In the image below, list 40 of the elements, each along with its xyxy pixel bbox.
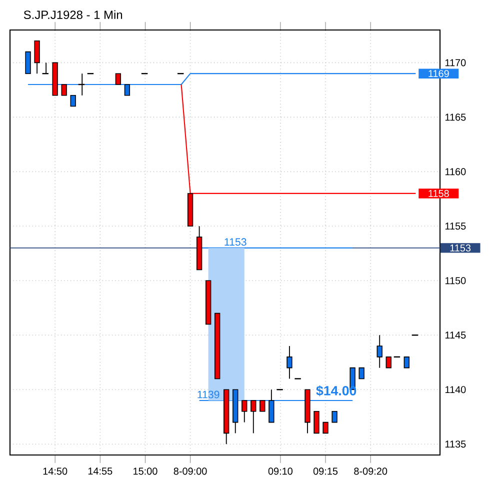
candlestick [268,389,274,423]
x-tick-label: 09:15 [313,468,338,475]
candlestick [260,400,266,412]
candlestick [61,84,67,96]
candlestick [376,334,382,368]
candlestick [314,411,320,434]
y-tick-label: 1145 [445,332,466,339]
data-label: 1169 [428,70,449,78]
x-tick-label: 09:10 [268,468,293,475]
x-tick-label: 15:00 [134,468,158,475]
x-tick-label: 8-09:20 [354,468,388,475]
x-tick-label: 14:55 [88,468,112,475]
candlestick [358,367,364,380]
candlestick [250,400,256,434]
candlestick [286,346,292,380]
data-label: 1158 [428,190,449,197]
candlestick [34,40,40,74]
candlestick [386,356,392,368]
candlestick [404,356,410,368]
data-label: 1153 [224,238,246,246]
y-tick-label: 1170 [445,59,466,66]
ref-line-label: 1153 [450,244,471,252]
y-tick-label: 1160 [445,168,466,176]
candlestick [70,94,76,107]
data-label: 1139 [198,390,220,398]
y-tick-label: 1135 [445,440,466,448]
annotation: $14.00 [316,385,356,396]
candlestick [322,422,328,434]
candlestick [124,84,130,96]
y-tick-label: 1150 [445,277,466,284]
candlestick [332,411,338,423]
y-tick-label: 1140 [445,386,466,394]
y-tick-label: 1155 [445,222,466,230]
candlestick [115,73,122,85]
candlestick [25,51,31,74]
y-tick-label: 1165 [445,114,466,121]
x-tick-label: 14:50 [43,468,68,475]
chart-title: S.JP.J1928 - 1 Min [24,10,122,20]
candlestick [242,400,248,423]
x-tick-label: 8-09:00 [174,468,207,475]
